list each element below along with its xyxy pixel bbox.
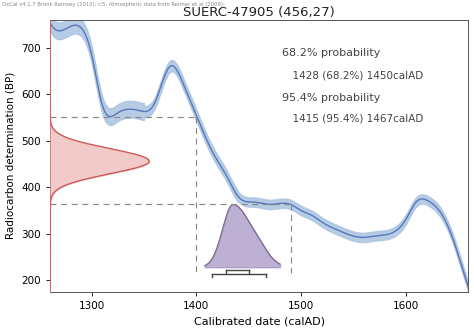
- Y-axis label: Radiocarbon determination (BP): Radiocarbon determination (BP): [6, 72, 16, 239]
- Text: 95.4% probability: 95.4% probability: [282, 93, 381, 103]
- Text: 1428 (68.2%) 1450calAD: 1428 (68.2%) 1450calAD: [286, 70, 424, 80]
- Title: SUERC-47905 (456,27): SUERC-47905 (456,27): [183, 6, 335, 19]
- Text: OxCal v4.1.7 Bronk Ramsey (2010); r:5; Atmospheric data from Reimer et al (2009): OxCal v4.1.7 Bronk Ramsey (2010); r:5; A…: [2, 2, 225, 7]
- Text: 68.2% probability: 68.2% probability: [282, 48, 381, 58]
- Text: 1415 (95.4%) 1467calAD: 1415 (95.4%) 1467calAD: [286, 114, 424, 124]
- X-axis label: Calibrated date (calAD): Calibrated date (calAD): [193, 316, 325, 326]
